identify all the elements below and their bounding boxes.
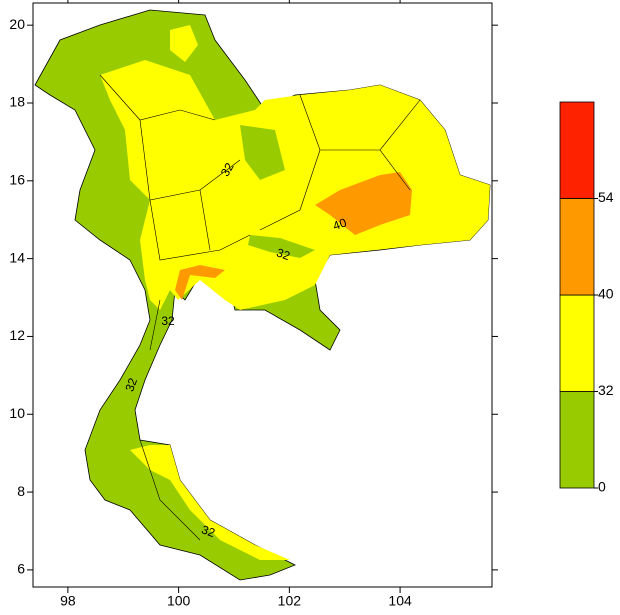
region-yellow	[100, 60, 490, 310]
y-tick-label: 20	[9, 16, 25, 32]
legend-swatch	[559, 294, 595, 392]
y-tick-label: 14	[9, 249, 25, 265]
map-shapes	[34, 9, 491, 581]
province-borders	[99, 74, 421, 541]
contour-label: 32	[218, 160, 237, 179]
region-green-inner	[240, 125, 285, 180]
x-tick-label: 100	[167, 593, 191, 609]
contour-label: 32	[122, 376, 140, 394]
contour-label: 32	[161, 314, 175, 328]
map-frame	[32, 2, 493, 588]
region-orange-gulf	[175, 265, 225, 300]
contour-label: 32	[200, 522, 218, 540]
x-tick-label: 102	[278, 593, 302, 609]
legend-label: 0	[598, 479, 606, 495]
legend-label: 40	[598, 286, 614, 302]
region-yellow-north	[170, 25, 198, 62]
y-tick-label: 6	[17, 561, 25, 577]
region-green-strip	[248, 235, 315, 258]
y-tick-label: 18	[9, 94, 25, 110]
region-yellow-south	[130, 445, 290, 560]
legend-label: 32	[598, 382, 614, 398]
legend-swatch	[559, 391, 595, 489]
contour-label: 40	[331, 215, 349, 233]
y-tick-label: 16	[9, 172, 25, 188]
region-orange	[315, 172, 412, 235]
legend-label: 54	[598, 189, 614, 205]
x-tick-label: 98	[60, 593, 76, 609]
legend-swatch	[559, 198, 595, 296]
x-tick-label: 104	[388, 593, 412, 609]
legend-swatch	[559, 101, 595, 199]
y-tick-label: 12	[9, 327, 25, 343]
y-tick-label: 10	[9, 405, 25, 421]
contour-label: 32	[275, 245, 293, 263]
y-tick-label: 8	[17, 483, 25, 499]
